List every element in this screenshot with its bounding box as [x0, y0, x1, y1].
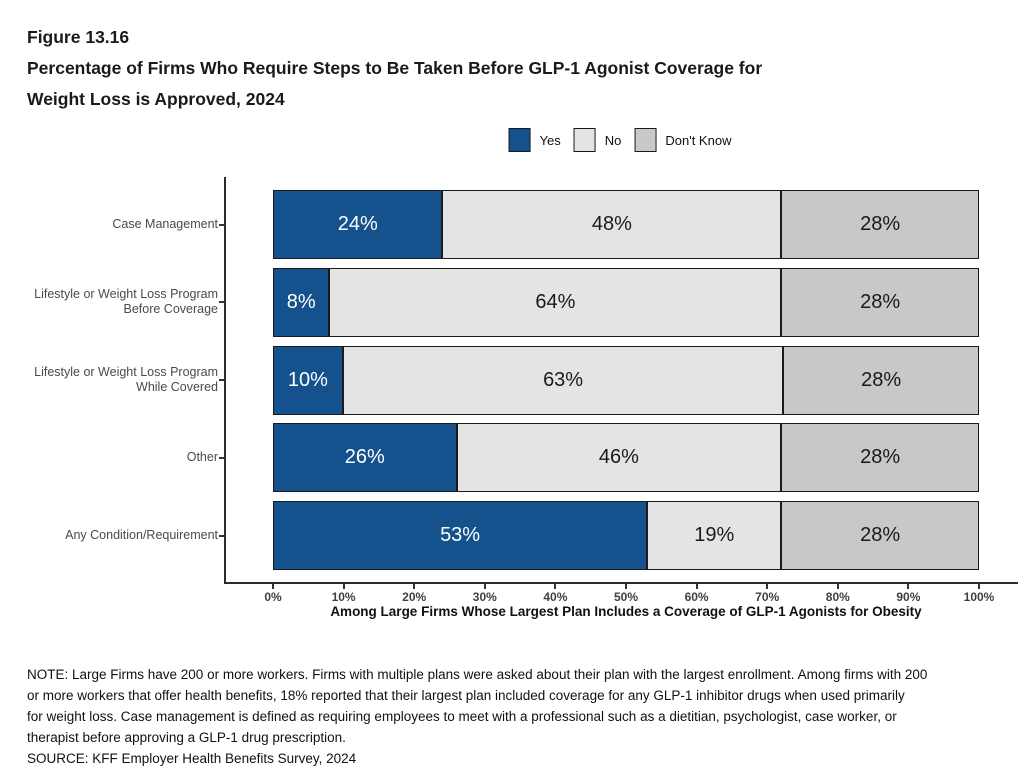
bar-row: 26% 46% 28%	[273, 423, 979, 493]
source-line: SOURCE: KFF Employer Health Benefits Sur…	[27, 751, 357, 766]
figure-title-line1: Percentage of Firms Who Require Steps to…	[27, 58, 763, 78]
figure-number: Figure 13.16	[27, 27, 130, 47]
y-axis-line	[224, 177, 226, 584]
category-label: Lifestyle or Weight Loss Program While C…	[34, 365, 218, 394]
x-tick	[554, 584, 557, 589]
x-tick-label: 20%	[402, 590, 427, 604]
bar-segment-don-t-know: 28%	[781, 501, 979, 570]
x-axis-title: Among Large Firms Whose Largest Plan Inc…	[330, 604, 922, 619]
bars: 24% 48% 28% 8% 64% 28% 10% 63% 28% 26% 46% 28% 53% 19…	[273, 190, 979, 570]
category-label: Other	[186, 450, 218, 465]
x-tick-label: 70%	[755, 590, 780, 604]
figure-title-line2: Weight Loss is Approved, 2024	[27, 89, 285, 109]
legend-item-don-t-know: Don't Know	[634, 128, 731, 152]
bar-segment-don-t-know: 28%	[781, 190, 979, 259]
category-label: Lifestyle or Weight Loss Program Before …	[34, 287, 218, 317]
notes: NOTE: Large Firms have 200 or more worke…	[27, 664, 927, 769]
note-line: NOTE: Large Firms have 200 or more worke…	[27, 667, 928, 682]
bar-segment-no: 64%	[329, 267, 782, 337]
y-axis-labels: Case Management Lifestyle or Weight Loss …	[0, 190, 218, 570]
bar-segment-no: 63%	[342, 345, 784, 415]
x-tick-label: 90%	[896, 590, 921, 604]
plot-area: Case Management Lifestyle or Weight Loss …	[0, 177, 1018, 619]
x-tick	[483, 584, 486, 589]
bar-segment-don-t-know: 28%	[781, 267, 979, 337]
y-tick-row	[219, 423, 225, 492]
legend-swatch	[634, 128, 657, 152]
y-tick-row	[219, 346, 225, 415]
figure-title: Figure 13.16 Percentage of Firms Who Req…	[27, 22, 762, 115]
bar-row: 10% 63% 28%	[273, 345, 979, 415]
x-tick	[695, 584, 698, 589]
bar-segment-yes: 24%	[273, 190, 443, 259]
note-line: or more workers that offer health benefi…	[27, 688, 905, 703]
x-tick-label: 60%	[684, 590, 709, 604]
y-tick-row	[219, 268, 225, 337]
bar-segment-yes: 26%	[273, 423, 457, 493]
x-tick	[907, 584, 910, 589]
legend-swatch	[573, 128, 596, 152]
x-tick-label: 40%	[543, 590, 568, 604]
y-axis-ticks	[219, 190, 225, 570]
x-tick-label: 10%	[331, 590, 356, 604]
note-line: therapist before approving a GLP-1 drug …	[27, 730, 346, 745]
bar-segment-no: 48%	[442, 190, 782, 259]
bar-segment-yes: 8%	[273, 267, 330, 337]
bar-segment-yes: 53%	[273, 501, 648, 570]
x-tick	[836, 584, 839, 589]
x-tick	[978, 584, 980, 589]
x-tick-label: 0%	[264, 590, 282, 604]
note-line: for weight loss. Case management is defi…	[27, 709, 897, 724]
x-tick-label: 30%	[472, 590, 497, 604]
bar-segment-no: 46%	[456, 423, 782, 493]
y-tick	[219, 456, 225, 459]
bar-row: 24% 48% 28%	[273, 190, 979, 259]
y-tick-row	[219, 190, 225, 259]
bar-segment-no: 19%	[647, 501, 782, 570]
bar-segment-yes: 10%	[273, 345, 343, 415]
bar-row: 53% 19% 28%	[273, 501, 979, 570]
y-tick	[219, 223, 225, 226]
x-tick	[625, 584, 627, 589]
x-tick	[272, 584, 274, 589]
bar-segment-don-t-know: 28%	[781, 423, 979, 493]
x-axis-line	[224, 582, 1018, 584]
legend-item-no: No	[573, 128, 622, 152]
category-label: Any Condition/Requirement	[65, 528, 218, 542]
legend-item-yes: Yes	[508, 128, 561, 152]
category-label: Case Management	[112, 217, 218, 231]
y-tick	[219, 301, 225, 304]
y-tick	[219, 379, 225, 381]
y-tick	[219, 534, 225, 537]
legend-label: Don't Know	[665, 132, 732, 148]
legend-label: Yes	[539, 132, 561, 148]
legend-swatch	[508, 128, 531, 152]
x-tick-label: 50%	[613, 590, 639, 604]
x-tick-label: 100%	[963, 590, 995, 604]
legend: Yes No Don't Know	[508, 128, 731, 152]
x-tick	[342, 584, 345, 589]
y-tick-row	[219, 501, 225, 570]
x-tick	[413, 584, 416, 589]
bar-row: 8% 64% 28%	[273, 267, 979, 337]
bar-segment-don-t-know: 28%	[783, 345, 979, 415]
x-tick-label: 80%	[825, 590, 850, 604]
legend-label: No	[604, 132, 622, 148]
x-tick	[766, 584, 769, 589]
